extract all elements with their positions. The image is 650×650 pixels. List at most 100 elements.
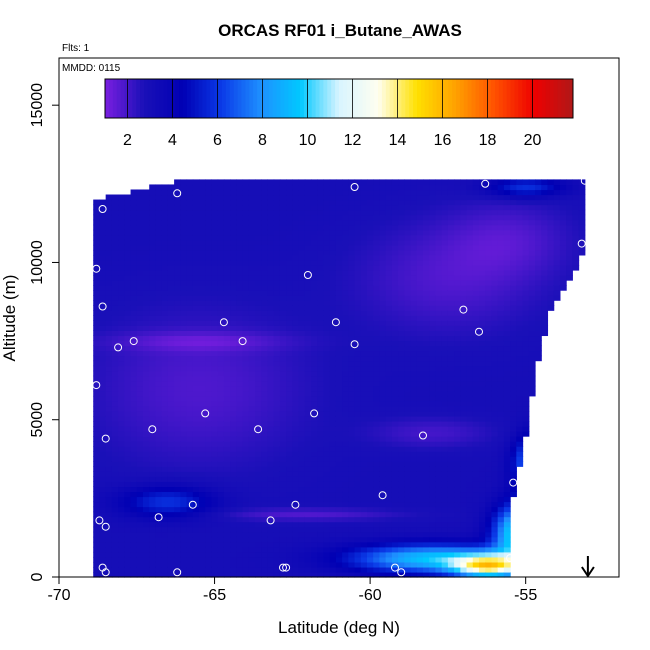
heatmap-cell xyxy=(255,189,262,196)
heatmap-cell xyxy=(329,330,337,337)
heatmap-cell xyxy=(385,280,393,286)
heatmap-cell xyxy=(323,285,331,291)
heatmap-cell xyxy=(472,461,480,467)
heatmap-cell xyxy=(93,264,101,271)
heatmap-cell xyxy=(167,426,175,432)
heatmap-cell xyxy=(186,350,194,357)
heatmap-cell xyxy=(130,345,138,352)
heatmap-cell xyxy=(304,295,312,301)
heatmap-cell xyxy=(304,229,312,236)
heatmap-cell xyxy=(354,536,362,543)
heatmap-cell xyxy=(360,415,368,422)
heatmap-cell xyxy=(124,270,132,276)
heatmap-cell xyxy=(311,234,318,241)
heatmap-cell xyxy=(236,264,244,271)
heatmap-cell xyxy=(479,264,486,271)
heatmap-cell xyxy=(329,471,337,477)
heatmap-cell xyxy=(466,566,474,573)
heatmap-cell xyxy=(205,380,213,387)
heatmap-cell xyxy=(174,239,181,246)
heatmap-cell xyxy=(279,365,287,372)
heatmap-cell xyxy=(335,395,343,402)
heatmap-cell xyxy=(391,506,399,513)
heatmap-cell xyxy=(223,264,231,271)
heatmap-cell xyxy=(429,466,437,472)
heatmap-cell xyxy=(317,501,325,508)
heatmap-cell xyxy=(360,526,368,533)
heatmap-cell xyxy=(174,551,181,558)
heatmap-cell xyxy=(479,571,486,578)
heatmap-cell xyxy=(242,295,250,301)
heatmap-cell xyxy=(217,521,225,528)
heatmap-cell xyxy=(192,275,200,281)
heatmap-cell xyxy=(93,270,101,276)
heatmap-cell xyxy=(342,415,349,422)
heatmap-cell xyxy=(385,370,393,377)
heatmap-cell xyxy=(130,415,138,422)
heatmap-cell xyxy=(298,436,306,442)
heatmap-cell xyxy=(360,390,368,397)
heatmap-cell xyxy=(130,335,138,342)
heatmap-cell xyxy=(460,300,468,306)
heatmap-cell xyxy=(423,481,430,488)
heatmap-cell xyxy=(447,335,455,342)
heatmap-cell xyxy=(192,330,200,337)
heatmap-cell xyxy=(441,234,449,241)
heatmap-cell xyxy=(304,214,312,221)
heatmap-cell xyxy=(410,521,418,528)
heatmap-cell xyxy=(180,290,188,296)
heatmap-cell xyxy=(130,275,138,281)
heatmap-cell xyxy=(410,390,418,397)
heatmap-cell xyxy=(348,350,356,357)
heatmap-cell xyxy=(329,244,337,251)
heatmap-cell xyxy=(391,461,399,467)
heatmap-cell xyxy=(286,561,293,568)
heatmap-cell xyxy=(410,420,418,427)
heatmap-cell xyxy=(323,466,331,472)
heatmap-cell xyxy=(223,194,231,201)
heatmap-cell xyxy=(199,184,206,191)
heatmap-cell xyxy=(354,561,362,568)
heatmap-cell xyxy=(180,275,188,281)
heatmap-cell xyxy=(230,390,237,397)
heatmap-cell xyxy=(255,184,262,191)
heatmap-cell xyxy=(186,385,194,392)
heatmap-cell xyxy=(479,491,486,498)
heatmap-cell xyxy=(373,375,381,382)
heatmap-cell xyxy=(174,345,181,352)
heatmap-cell xyxy=(161,541,169,548)
heatmap-cell xyxy=(223,395,231,402)
heatmap-cell xyxy=(379,546,387,553)
heatmap-cell xyxy=(348,461,356,467)
heatmap-cell xyxy=(192,516,200,523)
heatmap-cell xyxy=(205,249,213,256)
heatmap-cell xyxy=(248,476,256,482)
heatmap-cell xyxy=(223,224,231,231)
heatmap-cell xyxy=(398,229,405,236)
heatmap-cell xyxy=(205,330,213,337)
heatmap-cell xyxy=(416,310,424,316)
heatmap-cell xyxy=(161,551,169,558)
heatmap-cell xyxy=(404,219,412,226)
heatmap-cell xyxy=(149,446,157,452)
heatmap-cell xyxy=(385,259,393,266)
heatmap-cell xyxy=(323,305,331,311)
heatmap-cell xyxy=(111,395,119,402)
heatmap-cell xyxy=(435,496,443,503)
heatmap-cell xyxy=(329,305,337,311)
heatmap-cell xyxy=(161,390,169,397)
heatmap-cell xyxy=(199,330,206,337)
heatmap-cell xyxy=(93,345,101,352)
heatmap-cell xyxy=(354,436,362,442)
heatmap-cell xyxy=(192,471,200,477)
heatmap-cell xyxy=(292,315,300,321)
heatmap-cell xyxy=(186,370,194,377)
heatmap-cell xyxy=(329,194,337,201)
heatmap-cell xyxy=(298,491,306,498)
heatmap-cell xyxy=(435,360,443,367)
heatmap-cell xyxy=(367,380,374,387)
heatmap-cell xyxy=(348,385,356,392)
heatmap-cell xyxy=(143,189,150,196)
heatmap-cell xyxy=(298,325,306,331)
heatmap-cell xyxy=(93,456,101,462)
